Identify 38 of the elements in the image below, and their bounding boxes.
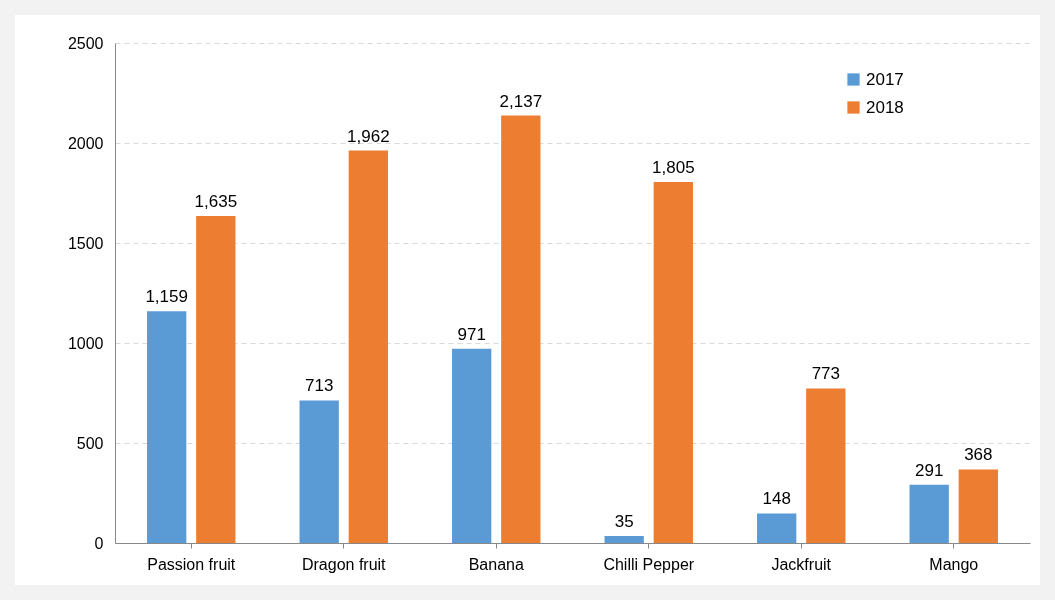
x-tick-label: Passion fruit bbox=[147, 555, 236, 573]
y-tick-label: 1000 bbox=[67, 334, 104, 352]
bar bbox=[958, 469, 998, 543]
bar bbox=[806, 388, 846, 543]
bar bbox=[909, 484, 949, 543]
bar bbox=[757, 513, 797, 543]
bar bbox=[501, 115, 541, 543]
data-label: 713 bbox=[304, 376, 334, 396]
y-tick-label: 1500 bbox=[67, 234, 104, 252]
data-label: 368 bbox=[964, 445, 993, 465]
data-label: 148 bbox=[762, 489, 791, 509]
y-tick-label: 2000 bbox=[67, 134, 104, 152]
x-tick-label: Dragon fruit bbox=[301, 555, 387, 573]
data-label: 773 bbox=[811, 364, 841, 384]
y-tick-label: 0 bbox=[94, 534, 104, 552]
data-label: 971 bbox=[457, 324, 486, 344]
bar bbox=[452, 348, 492, 543]
data-label: 1,962 bbox=[347, 126, 390, 146]
legend-label: 2017 bbox=[866, 69, 904, 89]
y-tick-label: 500 bbox=[76, 434, 104, 452]
bar bbox=[604, 536, 644, 543]
data-label: 1,635 bbox=[194, 192, 238, 211]
data-label: 291 bbox=[914, 460, 944, 480]
bar bbox=[348, 150, 388, 543]
bar bbox=[147, 311, 187, 543]
data-label: 1,805 bbox=[652, 158, 695, 177]
bar bbox=[653, 182, 693, 543]
bar bbox=[299, 400, 339, 543]
x-tick-label: Chilli Pepper bbox=[603, 555, 695, 573]
data-label: 35 bbox=[614, 512, 634, 531]
y-tick-label: 2500 bbox=[67, 34, 104, 52]
x-tick-label: Banana bbox=[468, 555, 524, 573]
x-tick-label: Jackfruit bbox=[771, 555, 832, 573]
data-label: 2,137 bbox=[499, 91, 543, 111]
data-label: 1,159 bbox=[145, 287, 188, 307]
legend-label: 2018 bbox=[866, 97, 904, 117]
bar bbox=[196, 216, 236, 543]
x-tick-label: Mango bbox=[929, 555, 979, 573]
